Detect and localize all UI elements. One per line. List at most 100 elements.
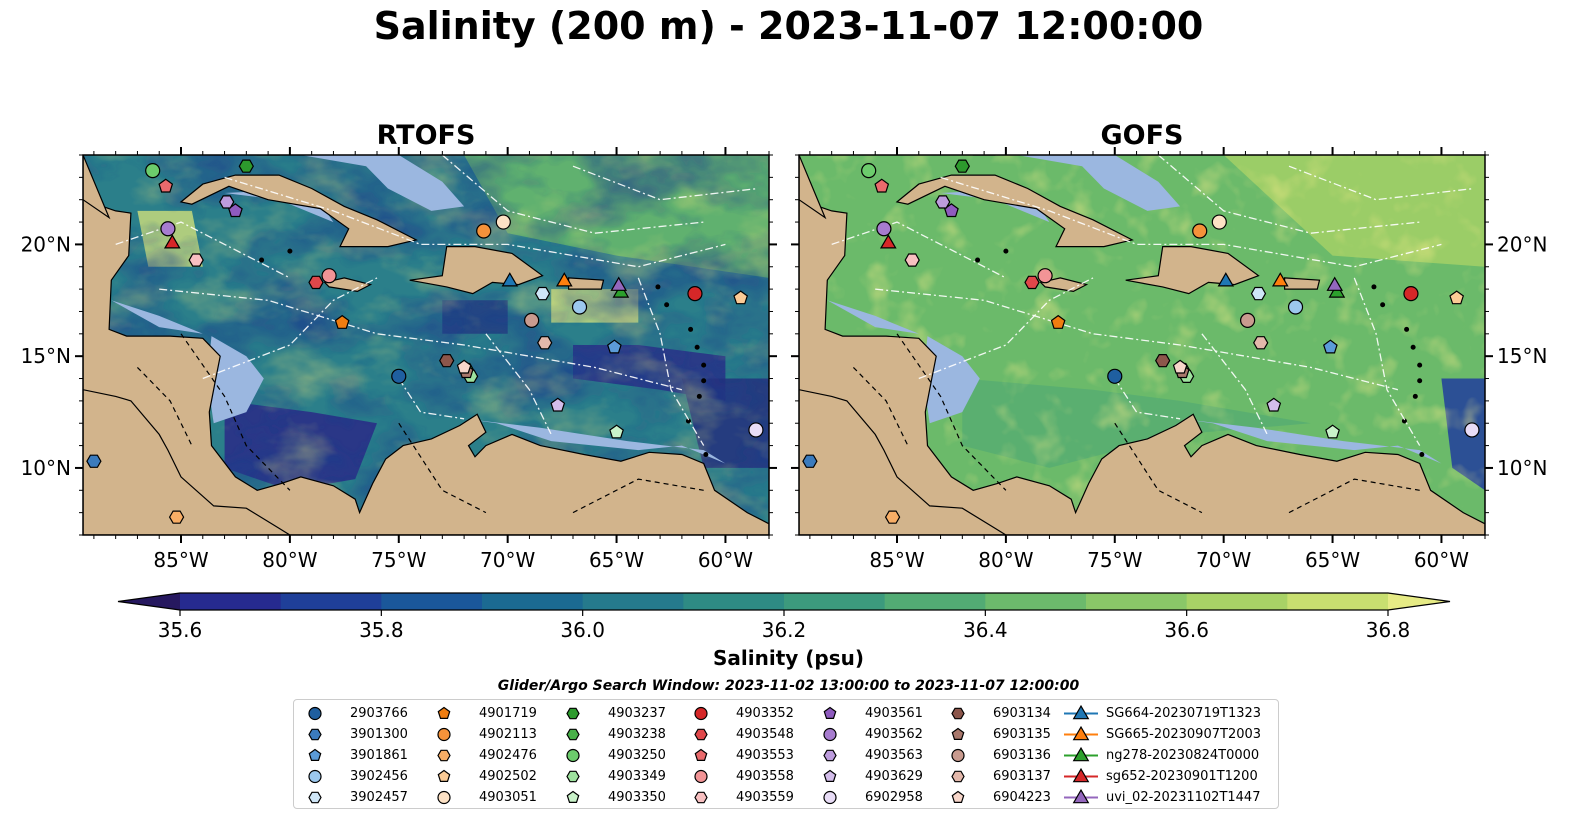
- legend-marker-circle-icon: [437, 790, 451, 805]
- obs-marker-4902502: [1449, 290, 1465, 305]
- obs-marker-4903559: [904, 253, 920, 267]
- lon-tick-label: 75°W: [371, 548, 426, 572]
- obs-marker-4903350: [609, 424, 624, 439]
- legend-marker-pentagon-icon: [823, 769, 837, 782]
- legend-marker-hexagon-icon: [951, 707, 965, 720]
- obs-marker-SG664-20230719T1323: [501, 272, 519, 287]
- obs-marker-4903562: [876, 221, 892, 237]
- colorbar-segment: [482, 593, 584, 610]
- obs-marker-4901719: [1050, 314, 1066, 329]
- lon-tick-label: 75°W: [1087, 548, 1142, 572]
- legend-marker-circle-icon: [823, 790, 837, 805]
- legend-label: 4903238: [608, 727, 666, 742]
- obs-marker-2903766: [391, 368, 407, 384]
- obs-marker-4903350: [1325, 424, 1340, 439]
- map-panel-rtofs: 85°W 80°W 75°W 70°W 65°W 60°W 10°N 15°N 20°N: [21, 147, 777, 572]
- obs-marker-6904223: [456, 359, 472, 374]
- legend-marker-pentagon-icon: [951, 727, 965, 740]
- obs-marker-6903137: [537, 336, 553, 350]
- legend-marker-triangle-icon: [1072, 704, 1090, 720]
- shelf-bahamas: [300, 155, 465, 211]
- legend-label: 4903349: [608, 769, 666, 784]
- legend-marker-hexagon-icon: [308, 728, 322, 741]
- lat-tick-label: 20°N: [21, 232, 71, 256]
- obs-marker-6903136: [524, 312, 540, 329]
- legend-marker-hexagon-icon: [823, 749, 837, 762]
- legend-marker-triangle-icon: [1072, 746, 1090, 762]
- legend-marker-circle-icon: [823, 727, 837, 742]
- legend-label: 4902502: [479, 769, 537, 784]
- obs-marker-3902456: [571, 299, 588, 315]
- legend-label: ng278-20230824T0000: [1106, 748, 1260, 763]
- obs-marker-sg652-20230901T1200: [163, 234, 181, 249]
- legend-marker-hexagon-icon: [566, 728, 580, 741]
- obs-marker-4903559: [188, 253, 204, 267]
- land-cuba: [895, 174, 1134, 248]
- obs-marker-4902476: [884, 510, 901, 524]
- legend-label: 4903250: [608, 748, 666, 763]
- legend-label: 6903137: [993, 769, 1051, 784]
- shelf-nicaragua: [207, 336, 264, 424]
- obs-marker-4903629: [1266, 397, 1282, 412]
- obs-marker-2903766: [1107, 368, 1123, 384]
- obs-marker-4903562: [160, 221, 176, 237]
- legend-marker-pentagon-icon: [308, 748, 322, 761]
- colorbar-tick-label: 36.2: [762, 618, 807, 642]
- legend-marker-pentagon-icon: [951, 790, 965, 803]
- obs-marker-4903051: [495, 214, 511, 230]
- legend-marker-hexagon-icon: [566, 707, 580, 720]
- lat-tick-label: 10°N: [21, 456, 71, 480]
- colorbar-tick-label: 35.6: [158, 618, 203, 642]
- legend-label: 4903559: [736, 790, 794, 805]
- land-central: [83, 199, 769, 535]
- legend-label: 6903134: [993, 706, 1051, 721]
- panel-title-gofs: GOFS: [1100, 120, 1184, 151]
- legend-marker-hexagon-icon: [437, 749, 451, 762]
- obs-marker-4902113: [476, 223, 492, 239]
- colorbar-tick-label: 36.8: [1366, 618, 1411, 642]
- lon-tick-label: 60°W: [1414, 548, 1469, 572]
- obs-marker-4903563: [935, 195, 951, 209]
- legend-marker-pentagon-icon: [823, 706, 837, 719]
- legend-label: 6903136: [993, 748, 1051, 763]
- lat-tick-label: 20°N: [1497, 232, 1547, 256]
- obs-marker-4903352: [1403, 285, 1419, 302]
- shelf-venez: [464, 418, 726, 464]
- lon-tick-label: 80°W: [978, 548, 1033, 572]
- obs-marker-4903548: [308, 275, 324, 290]
- obs-marker-4903629: [550, 397, 566, 412]
- lon-tick-label: 85°W: [869, 548, 924, 572]
- legend-label: 4903051: [479, 790, 537, 805]
- legend-label: uvi_02-20231102T1447: [1106, 790, 1261, 805]
- legend-label: 4903562: [865, 727, 923, 742]
- colorbar-segment: [784, 593, 886, 610]
- obs-marker-4903237: [954, 159, 970, 173]
- legend-marker-triangle-icon: [1072, 767, 1090, 783]
- figure-title: Salinity (200 m) - 2023-11-07 12:00:00: [373, 4, 1204, 48]
- map-frame: [82, 154, 770, 536]
- obs-marker-sg652-20230901T1200: [879, 234, 897, 249]
- legend-label: 4903548: [736, 727, 794, 742]
- lon-tick-label: 65°W: [1305, 548, 1360, 572]
- legend-marker-pentagon-icon: [437, 706, 451, 719]
- obs-marker-4903558: [1037, 268, 1053, 284]
- legend-label: SG664-20230719T1323: [1106, 706, 1262, 721]
- shelf-honduras: [827, 300, 919, 334]
- legend-marker-circle-icon: [694, 769, 708, 784]
- lon-tick-label: 70°W: [480, 548, 535, 572]
- legend-label: 4903563: [865, 748, 923, 763]
- obs-marker-4903553: [158, 178, 174, 193]
- land-jamaica: [323, 277, 373, 293]
- legend-marker-hexagon-icon: [694, 728, 708, 741]
- colorbar-tick-label: 36.0: [560, 618, 605, 642]
- obs-marker-4902502: [733, 290, 749, 305]
- colorbar-segment: [582, 593, 684, 610]
- land-puertorico: [1283, 277, 1321, 290]
- legend-marker-circle-icon: [951, 748, 965, 763]
- legend-label: 6902958: [865, 790, 923, 805]
- map-panel-gofs: 85°W 80°W 75°W 70°W 65°W 60°W 10°N 15°N 20°N: [791, 147, 1547, 572]
- legend-label: 4903629: [865, 769, 923, 784]
- legend-marker-circle-icon: [566, 748, 580, 763]
- legend-label: SG665-20230907T2003: [1106, 727, 1262, 742]
- legend-marker-hexagon-icon: [951, 770, 965, 783]
